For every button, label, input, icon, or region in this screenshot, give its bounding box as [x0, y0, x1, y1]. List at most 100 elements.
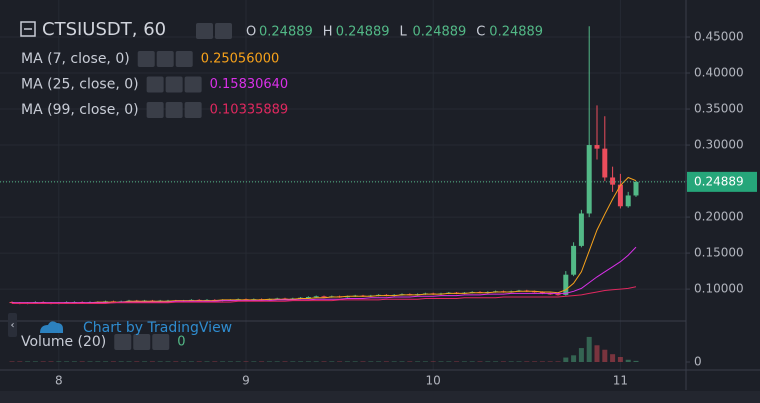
volume-bar — [305, 361, 311, 362]
grid — [0, 0, 686, 370]
legend-button[interactable] — [184, 102, 202, 118]
legend-button[interactable] — [165, 102, 183, 118]
volume-bar — [282, 361, 288, 362]
volume-bar — [321, 361, 327, 362]
volume-bar — [547, 361, 553, 362]
volume-bar — [251, 361, 257, 362]
volume-bar — [383, 361, 389, 362]
legend-button[interactable] — [165, 76, 183, 93]
volume-bar — [313, 361, 319, 362]
ma-legend-name: MA (7, close, 0) — [21, 51, 130, 67]
symbol-icon[interactable] — [20, 21, 36, 37]
legend-button[interactable] — [152, 334, 170, 350]
volume-bar — [243, 361, 249, 362]
volume-bar — [344, 361, 350, 362]
volume-bar — [71, 361, 77, 362]
volume-bar — [181, 361, 187, 362]
volume-bar — [438, 361, 444, 362]
watermark-icon — [40, 321, 63, 333]
volume-bar — [524, 361, 530, 362]
ohlc-label: C — [476, 25, 485, 40]
volume-bar — [227, 361, 233, 362]
legend-button[interactable] — [215, 23, 232, 39]
volume-bar — [95, 361, 101, 362]
volume-bar — [391, 361, 397, 362]
y-tick-label: 0.30000 — [694, 138, 744, 152]
volume-bar — [79, 361, 85, 362]
candle-body — [321, 296, 327, 298]
volume-bar — [633, 360, 639, 362]
volume-bar — [493, 361, 499, 362]
ma-legend-value: 0.10335889 — [210, 103, 289, 118]
volume-bar — [110, 361, 116, 362]
volume-bar — [188, 361, 194, 362]
volume-bar — [259, 361, 265, 362]
volume-bar — [578, 348, 584, 362]
legend-button[interactable] — [196, 23, 213, 39]
legend-button[interactable] — [114, 334, 132, 350]
y-tick-label: 0.20000 — [694, 210, 744, 224]
volume-bar — [461, 361, 467, 362]
candle-body — [625, 195, 631, 207]
volume-legend-value: 0 — [177, 335, 185, 350]
volume-bar — [118, 361, 124, 362]
y-tick-label: 0.40000 — [694, 66, 744, 80]
legend-button[interactable] — [146, 76, 164, 93]
volume-bar — [149, 361, 155, 362]
bottom-bar — [0, 391, 760, 403]
collapse-button[interactable] — [8, 313, 17, 337]
volume-bar — [586, 336, 592, 362]
volume-bar — [430, 361, 436, 362]
volume-bar — [134, 361, 140, 362]
volume-bar — [103, 361, 109, 362]
volume-bar — [625, 359, 631, 362]
candle-body — [313, 296, 319, 298]
y-tick-label: 0.35000 — [694, 102, 744, 116]
volume-bar — [368, 361, 374, 362]
volume-bar — [352, 361, 358, 362]
collapse-icon: ‹ — [11, 320, 15, 331]
ohlc-label: H — [323, 25, 333, 40]
volume-bar — [40, 361, 46, 362]
last-price-label: 0.24889 — [694, 174, 744, 188]
legend-button[interactable] — [156, 51, 174, 67]
ohlc-label: L — [400, 25, 408, 40]
volume-bar — [196, 361, 202, 362]
volume-bar — [563, 357, 569, 362]
ohlc-value: 0.24889 — [336, 25, 390, 40]
volume-bar — [290, 361, 296, 362]
volume-bar — [485, 361, 491, 362]
candle-body — [610, 177, 616, 185]
volume-bar — [516, 361, 522, 362]
x-tick-label: 10 — [426, 374, 441, 388]
candle-body — [547, 293, 553, 295]
volume-bar — [602, 349, 608, 362]
candle-body — [344, 296, 350, 298]
volume-bar — [337, 361, 343, 362]
ma-legend-name: MA (99, close, 0) — [21, 102, 139, 118]
ma-legend-value: 0.25056000 — [201, 52, 280, 67]
volume-bar — [204, 361, 210, 362]
ohlc-value: 0.24889 — [413, 25, 467, 40]
volume-bar — [298, 361, 304, 362]
volume-bar — [446, 361, 452, 362]
volume-bar — [220, 361, 226, 362]
legend-button[interactable] — [175, 51, 193, 67]
volume-bar — [173, 361, 179, 362]
legend-button[interactable] — [146, 102, 164, 118]
volume-bar — [17, 361, 23, 362]
volume-tick-label: 0 — [694, 355, 702, 369]
volume-bar — [415, 361, 421, 362]
volume-bar — [274, 361, 280, 362]
legend-button[interactable] — [184, 76, 202, 93]
chart-title: CTSIUSDT, 60 — [42, 19, 166, 40]
y-tick-label: 0.45000 — [694, 30, 744, 44]
ohlc-value: 0.24889 — [489, 25, 543, 40]
volume-bar — [126, 361, 132, 362]
ohlc-label: O — [246, 25, 256, 40]
legend-button[interactable] — [137, 51, 155, 67]
x-tick-label: 9 — [242, 374, 250, 388]
legend-button[interactable] — [133, 334, 151, 350]
x-tick-label: 11 — [613, 374, 628, 388]
